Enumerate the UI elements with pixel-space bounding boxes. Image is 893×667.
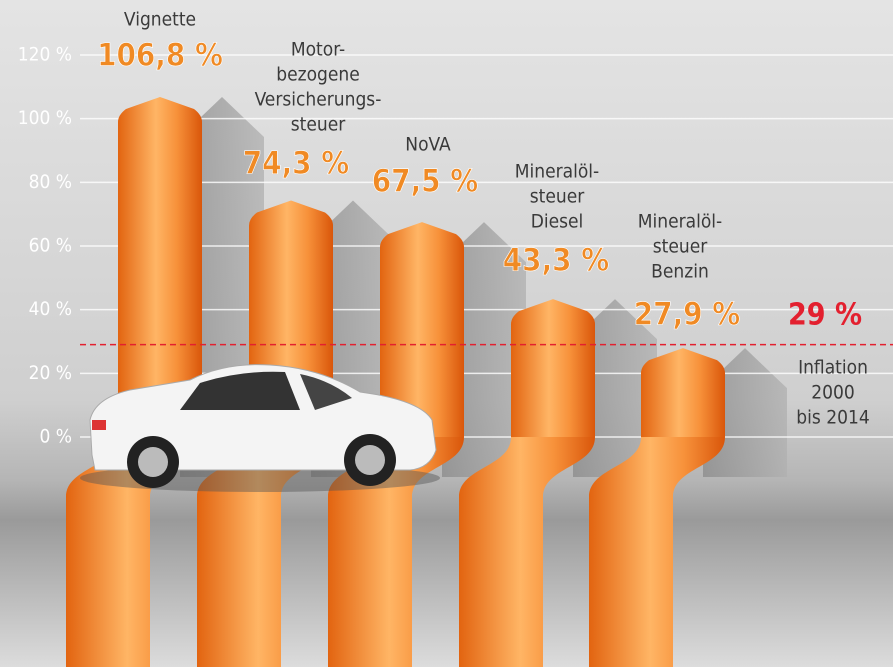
category-label: Diesel: [531, 211, 584, 233]
category-label: steuer: [530, 186, 585, 208]
y-tick-label: 40 %: [29, 298, 72, 320]
category-label: Benzin: [651, 261, 709, 283]
category-label: NoVA: [405, 134, 451, 156]
annotation: 2000: [811, 382, 855, 404]
bar: [511, 299, 595, 437]
reference-label: 29 %: [788, 298, 862, 333]
value-label: 27,9 %: [634, 297, 741, 333]
annotation: Inflation: [798, 357, 868, 379]
y-tick-label: 60 %: [29, 235, 72, 257]
value-label: 43,3 %: [503, 243, 610, 279]
y-tick-label: 120 %: [18, 44, 72, 66]
category-label: Mineralöl-: [515, 161, 599, 183]
annotation: bis 2014: [796, 407, 869, 429]
y-tick-label: 0 %: [39, 426, 72, 448]
category-label: bezogene: [276, 64, 360, 86]
category-label: Versicherungs-: [255, 89, 382, 111]
y-tick-label: 100 %: [18, 107, 72, 129]
value-label: 67,5 %: [372, 164, 479, 200]
chart: 0 % 20 % 40 % 60 % 80 % 100 % 120 % Vignette 106…: [0, 0, 893, 667]
bar: [641, 348, 725, 437]
y-tick-label: 20 %: [29, 362, 72, 384]
category-label: Motor-: [291, 39, 345, 61]
category-label: steuer: [653, 236, 708, 258]
category-label: Mineralöl-: [638, 211, 722, 233]
category-label: Vignette: [124, 9, 196, 31]
value-label: 74,3 %: [243, 146, 350, 182]
category-label: steuer: [291, 114, 346, 136]
y-tick-label: 80 %: [29, 171, 72, 193]
value-label: 106,8 %: [97, 38, 223, 74]
